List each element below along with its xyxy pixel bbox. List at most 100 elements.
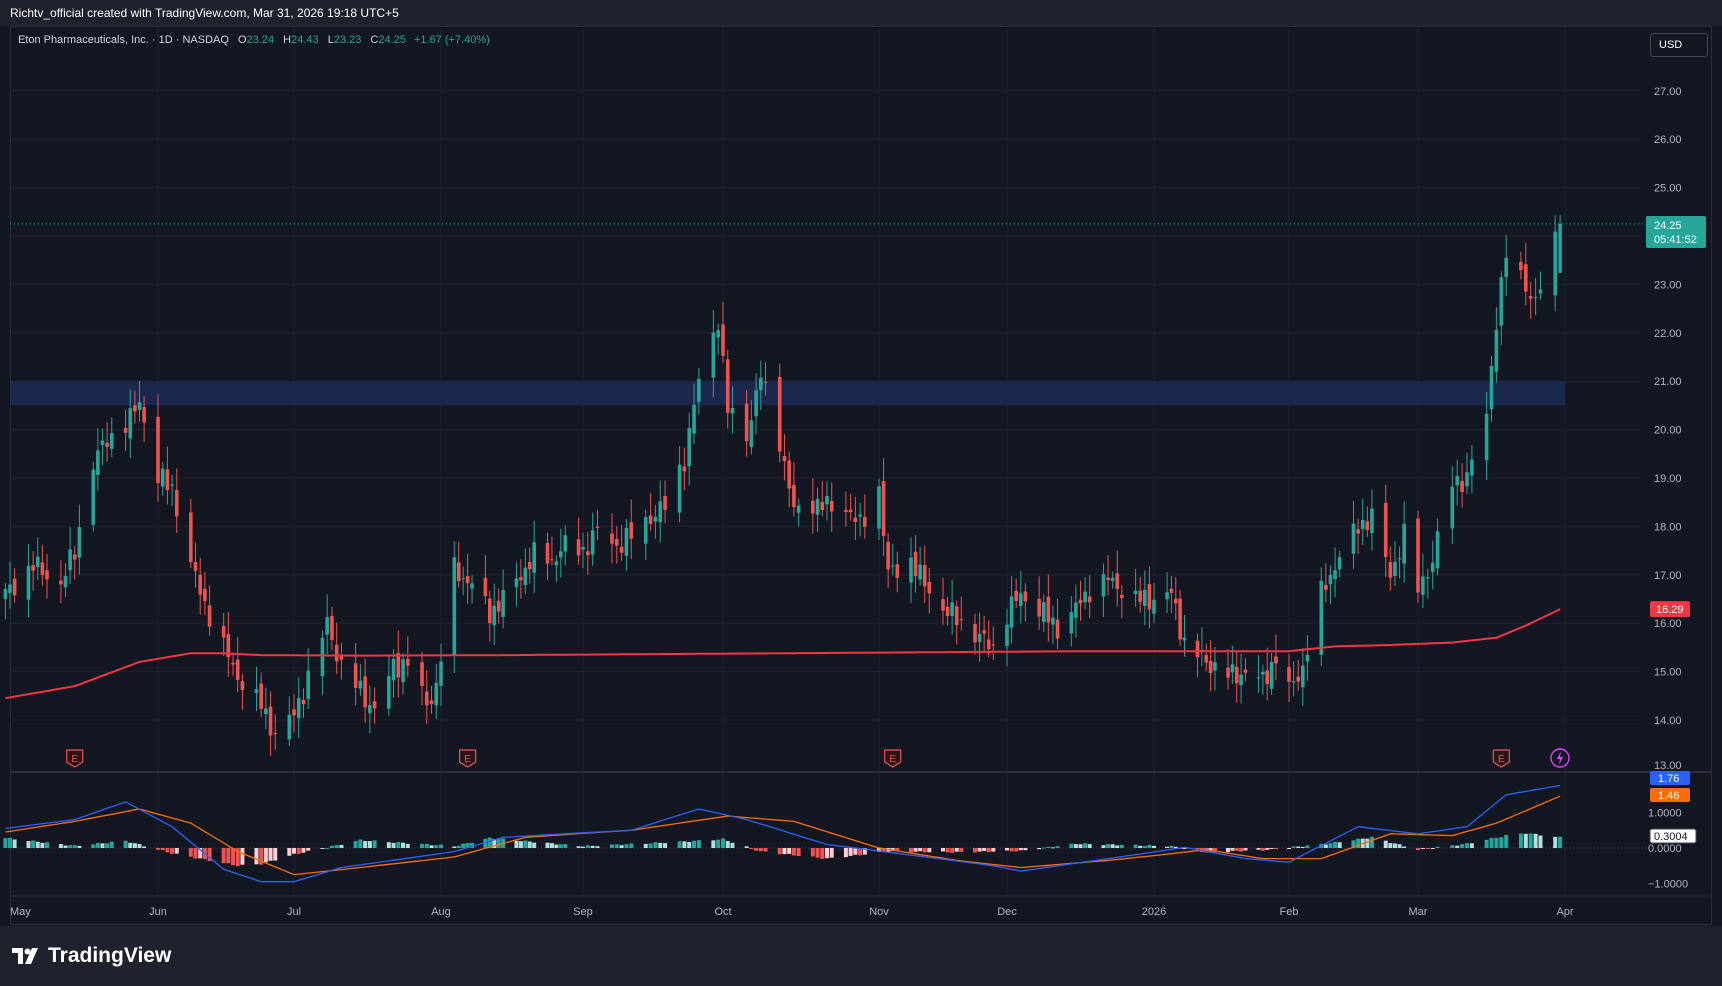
candle: [1383, 484, 1388, 578]
candle-body: [226, 634, 231, 658]
histogram-bar: [1046, 846, 1051, 848]
candle-body: [619, 546, 624, 553]
candle: [1261, 664, 1265, 695]
candle-body: [913, 551, 918, 577]
grid-lines: [10, 27, 1640, 896]
histogram-bar: [372, 840, 377, 848]
earnings-marker[interactable]: E: [66, 749, 84, 768]
candle: [1499, 271, 1504, 346]
candle: [1528, 281, 1533, 319]
candle-body: [586, 551, 590, 556]
candle: [815, 487, 820, 532]
candle: [1333, 547, 1337, 598]
chart-frame: [10, 26, 1712, 925]
histogram-bar: [1273, 848, 1278, 850]
histogram-bar: [973, 848, 977, 853]
candle-body: [31, 565, 35, 571]
candle-body: [1120, 594, 1124, 599]
candle-body: [863, 516, 867, 527]
histogram-bar: [207, 848, 212, 862]
candle-body: [1018, 593, 1023, 607]
candle: [1143, 570, 1147, 626]
candle-body: [890, 565, 895, 567]
histogram-bar: [730, 842, 735, 848]
histogram-bar: [1305, 845, 1310, 848]
histogram-bar: [1383, 840, 1388, 848]
candle-body: [796, 505, 801, 513]
candle-body: [730, 407, 735, 414]
candle: [991, 626, 996, 660]
histogram-bar: [986, 848, 991, 853]
macd-tick-label: 1.0000: [1648, 808, 1682, 820]
histogram-bar: [1430, 848, 1435, 849]
candle-body: [3, 588, 8, 599]
histogram-bar: [470, 842, 475, 848]
histogram-bar: [405, 843, 410, 848]
candle: [532, 520, 536, 593]
tradingview-logo[interactable]: TradingView: [12, 944, 171, 968]
histogram-bar: [100, 843, 105, 848]
symbol-legend[interactable]: Eton Pharmaceuticals, Inc. · 1D · NASDAQ…: [18, 34, 490, 46]
histogram-bar: [1538, 835, 1543, 848]
histogram-bar: [231, 848, 236, 866]
histogram-bar: [1147, 844, 1152, 848]
candle-body: [545, 542, 550, 564]
histogram-bar: [1041, 847, 1046, 849]
candle: [1450, 466, 1455, 545]
candle-body: [1553, 231, 1557, 296]
histogram-bar: [8, 837, 12, 848]
candle-body: [1265, 670, 1270, 684]
price-tick-label: 20.00: [1654, 425, 1682, 437]
candle: [1356, 518, 1360, 555]
histogram-bar: [523, 840, 528, 848]
histogram-bar: [954, 848, 959, 852]
candle: [749, 400, 754, 455]
candle-body: [777, 376, 782, 452]
histogram-bar: [296, 848, 301, 854]
candle-body: [1243, 669, 1248, 673]
currency-label: USD: [1659, 39, 1683, 51]
histogram-bar: [782, 848, 787, 855]
candle-body: [123, 427, 128, 433]
candle-body: [927, 581, 932, 594]
candle: [1287, 653, 1291, 702]
histogram-bar: [648, 843, 653, 848]
histogram-bar: [1142, 845, 1147, 848]
candle-body: [1213, 662, 1217, 671]
low-value: 23.23: [333, 34, 362, 46]
candle: [844, 491, 848, 527]
candle: [77, 504, 82, 575]
histogram-bar: [198, 848, 203, 859]
candle-body: [452, 557, 457, 656]
histogram-bar: [658, 842, 663, 848]
candle-body: [156, 416, 160, 484]
candle: [1435, 518, 1440, 576]
currency-button[interactable]: USD: [1650, 33, 1708, 57]
histogram-bar: [58, 843, 63, 848]
earnings-marker[interactable]: E: [459, 749, 477, 768]
earnings-marker[interactable]: E: [1492, 749, 1510, 768]
candle-body: [682, 466, 687, 472]
candle-body: [231, 662, 235, 665]
candle-body: [1239, 674, 1243, 686]
candle: [231, 653, 235, 676]
earnings-icon: [884, 749, 902, 768]
candle: [829, 482, 834, 532]
macd-line: [5, 784, 1561, 883]
candle: [12, 568, 17, 603]
candle: [629, 499, 634, 560]
candle-body: [1494, 329, 1499, 372]
candle: [927, 567, 932, 614]
candle: [1195, 633, 1200, 678]
change-value: +1.67 (+7.40%): [413, 34, 490, 46]
dividend-marker[interactable]: [1550, 748, 1570, 768]
histogram-bar: [624, 844, 629, 848]
earnings-marker[interactable]: E: [884, 749, 902, 768]
candle-body: [387, 676, 391, 709]
histogram-bar: [1504, 834, 1509, 848]
histogram-bar: [1234, 848, 1239, 851]
candle: [1014, 578, 1018, 608]
close-value: 24.25: [378, 34, 406, 46]
candle: [909, 537, 913, 603]
